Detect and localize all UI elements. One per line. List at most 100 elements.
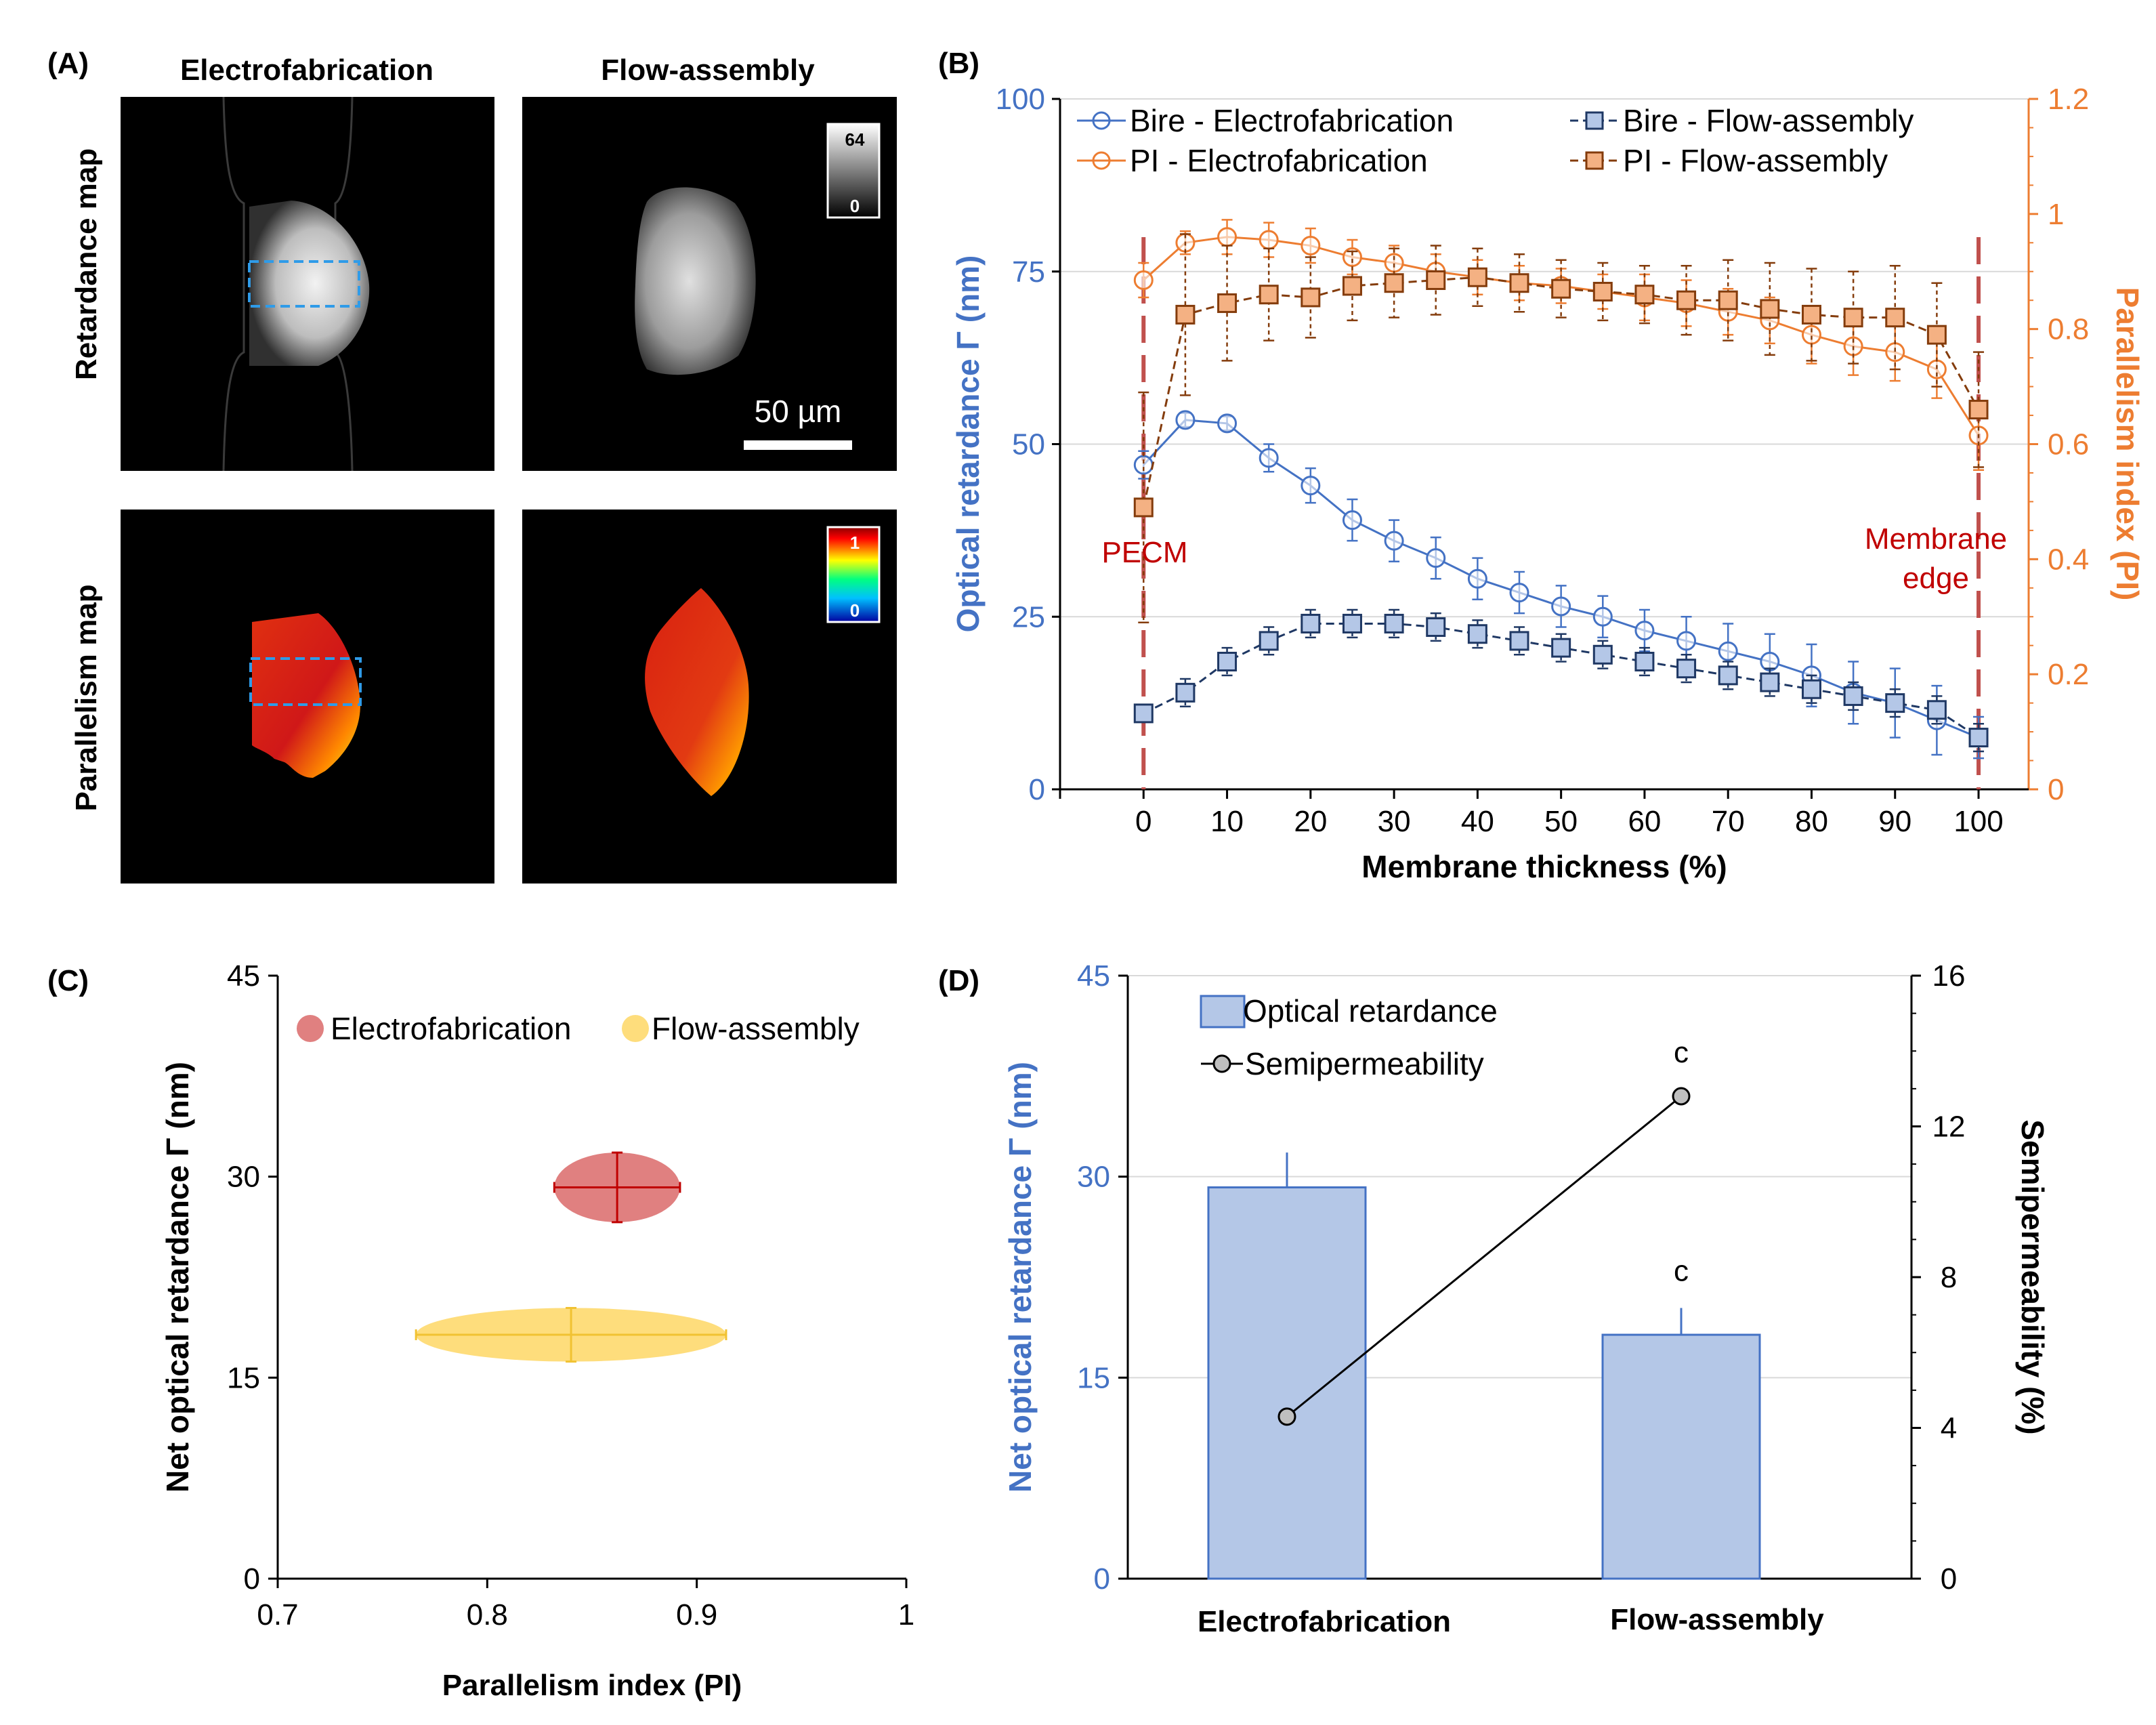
legend-label: Flow-assembly — [652, 1011, 860, 1046]
data-point — [1801, 304, 1821, 325]
category-label-electrofabrication: Electrofabrication — [1198, 1605, 1451, 1638]
data-point — [1676, 631, 1697, 651]
data-point — [1592, 644, 1613, 665]
data-point — [1843, 308, 1863, 328]
data-point — [1259, 230, 1279, 250]
data-point — [1301, 287, 1321, 308]
roi-box — [248, 260, 360, 308]
y2-tick-label: 8 — [1941, 1261, 1957, 1294]
roi-box — [249, 657, 362, 706]
data-point — [1259, 448, 1279, 468]
retardance-colorbar-max: 64 — [845, 129, 865, 150]
data-point — [1718, 641, 1738, 661]
y-tick-label: 25 — [1012, 600, 1045, 633]
series-bire-electrofabrication — [1133, 410, 1989, 760]
x-tick-label: 100 — [1953, 805, 2003, 838]
data-point — [1342, 613, 1362, 633]
panel-a: (A) Electrofabrication Flow-assembly Ret… — [47, 47, 897, 884]
significance-label: c — [1674, 1254, 1689, 1287]
data-point — [1342, 247, 1362, 268]
col-title-electrofabrication: Electrofabrication — [180, 54, 434, 87]
y2-tick-label: 0 — [2048, 773, 2064, 806]
y-tick-label: 15 — [1077, 1361, 1110, 1394]
panel-label-a: (A) — [47, 47, 89, 80]
right-axis-ticks: 0 0.2 0.4 0.6 0.8 1 1.2 — [2029, 83, 2089, 806]
x-tick-label: 1 — [898, 1598, 914, 1632]
significance-label: c — [1674, 1036, 1689, 1069]
data-point — [1301, 613, 1321, 633]
y-tick-label: 0 — [1029, 773, 1045, 806]
legend-item-optical-retardance: Optical retardance — [1200, 993, 1498, 1028]
parallelism-colorbar-min: 0 — [850, 600, 860, 621]
series-group: cc — [1207, 1036, 1761, 1580]
legend-label: PI - Flow-assembly — [1623, 143, 1888, 178]
x-tick-label: 80 — [1795, 805, 1828, 838]
y2-tick-label: 1 — [2048, 198, 2064, 231]
y2-tick-label: 0.6 — [2048, 428, 2089, 461]
retardance-colorbar — [826, 123, 881, 219]
data-point — [1968, 400, 1989, 420]
x-tick-label: 20 — [1294, 805, 1327, 838]
data-point — [1426, 548, 1446, 568]
data-point — [1926, 325, 1947, 345]
legend-item-semipermeability: Semipermeability — [1201, 1046, 1484, 1081]
data-point — [1175, 410, 1196, 430]
data-point — [1217, 413, 1238, 434]
y-tick-label: 75 — [1012, 255, 1045, 289]
y-tick-label: 50 — [1012, 428, 1045, 461]
col-title-flow-assembly: Flow-assembly — [601, 54, 815, 87]
parallelism-colorbar — [826, 526, 881, 623]
series-flow-assembly — [415, 1306, 727, 1363]
parallelism-map-flow-assembly: 1 0 — [522, 510, 897, 884]
y-tick-label: 0 — [244, 1562, 260, 1596]
data-point — [1217, 651, 1238, 671]
retardance-map-flow-assembly: 64 0 50 µm — [522, 97, 897, 471]
series-group — [1133, 219, 1989, 760]
panel-c: (C) 0 15 30 45 0.7 0.8 0.9 1 Parallelism index … — [47, 959, 914, 1702]
y2-axis-label: Semipermeability (%) — [2015, 1119, 2050, 1434]
data-point — [1133, 703, 1154, 724]
x-axis-label: Parallelism index (PI) — [442, 1669, 742, 1702]
x-tick-label: 0.8 — [467, 1598, 508, 1632]
data-point — [1217, 227, 1238, 247]
data-point — [1634, 621, 1655, 641]
legend-label: Bire - Flow-assembly — [1623, 103, 1914, 138]
x-tick-label: 30 — [1378, 805, 1411, 838]
data-point — [1592, 281, 1613, 302]
x-tick-label: 10 — [1210, 805, 1244, 838]
panel-label-b: (B) — [938, 47, 979, 80]
left-axis-ticks: 0 25 50 75 100 — [996, 83, 1060, 806]
annotation-edge: edge — [1903, 562, 1969, 595]
x-axis-label: Membrane thickness (%) — [1361, 849, 1727, 884]
parallelism-map-electrofabrication — [121, 510, 494, 884]
x-tick-label: 90 — [1878, 805, 1911, 838]
retardance-map-electrofabrication — [121, 96, 494, 472]
legend-label: Optical retardance — [1243, 993, 1498, 1028]
data-point — [1384, 531, 1404, 551]
y-tick-label: 30 — [1077, 1161, 1110, 1194]
legend: Electrofabrication Flow-assembly — [297, 1011, 860, 1046]
data-point — [1509, 273, 1529, 293]
series-pi-flow-assembly — [1133, 233, 1989, 623]
panel-label-d: (D) — [938, 964, 979, 997]
y-tick-label: 45 — [1077, 959, 1110, 993]
legend-label: Semipermeability — [1245, 1046, 1484, 1081]
data-point — [1426, 270, 1446, 290]
x-tick-label: 40 — [1461, 805, 1494, 838]
data-point — [1342, 276, 1362, 296]
data-point — [1760, 672, 1780, 692]
x-tick-label: 0 — [1135, 805, 1151, 838]
data-point — [1133, 455, 1154, 475]
y-tick-label: 30 — [227, 1161, 260, 1194]
data-point — [1259, 631, 1279, 651]
panel-b: (B) 0 25 50 75 100 0 0.2 0.4 0.6 0.8 1 1.2 0 10 20 30… — [938, 47, 2145, 884]
bar — [1207, 1186, 1367, 1580]
data-point — [1551, 596, 1571, 617]
data-point — [1551, 638, 1571, 658]
data-point — [1467, 267, 1487, 287]
axis-ticks: 0 15 30 45 0 4 8 12 16 — [1077, 959, 1965, 1596]
data-point — [1217, 293, 1238, 313]
legend-label: Electrofabrication — [331, 1011, 571, 1046]
data-point — [1133, 497, 1154, 518]
parallelism-colorbar-max: 1 — [850, 533, 860, 553]
